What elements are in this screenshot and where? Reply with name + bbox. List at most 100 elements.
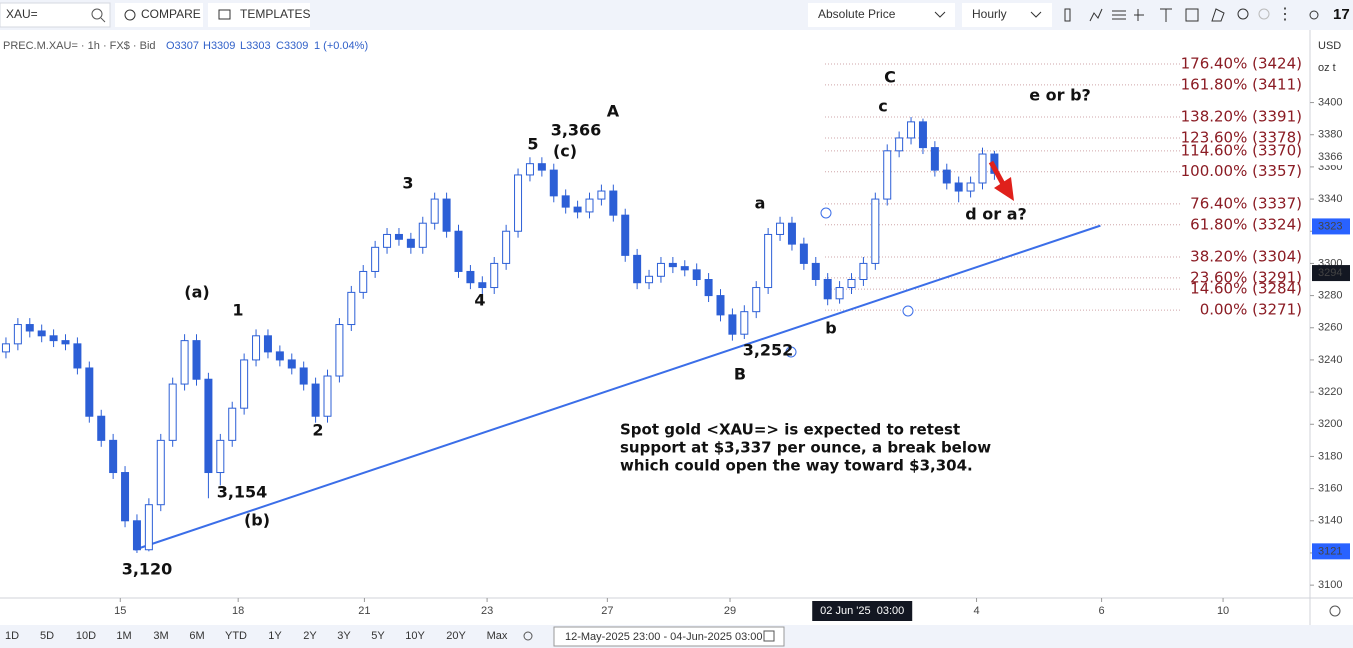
plot-area: 3100312031403160318032003220324032603280… xyxy=(1,54,1350,621)
fib-label: 76.40% (3337) xyxy=(1190,194,1302,212)
candle-body xyxy=(383,233,392,248)
range-button[interactable]: 1D xyxy=(5,630,19,642)
candle-body xyxy=(204,378,213,474)
note-line: Spot gold <XAU=> is expected to retest xyxy=(620,421,960,439)
range-button[interactable]: 3M xyxy=(153,630,168,642)
currency[interactable]: USD xyxy=(1318,40,1341,52)
anchor-handle xyxy=(785,346,797,358)
candle-body xyxy=(216,439,225,474)
range-button[interactable]: 6M xyxy=(189,630,204,642)
candle-body xyxy=(728,314,737,335)
wave-label: 1 xyxy=(232,301,243,320)
note-line: support at $3,337 per ounce, a break bel… xyxy=(620,439,991,457)
compare-button[interactable] xyxy=(115,3,203,27)
tool-icon[interactable] xyxy=(1185,8,1199,22)
range-button[interactable]: 1M xyxy=(116,630,131,642)
range-button[interactable]: 10D xyxy=(76,630,96,642)
wave-label: B xyxy=(734,365,746,384)
price-mode-select[interactable] xyxy=(808,3,955,27)
date-range-box[interactable] xyxy=(553,626,785,647)
candle-body xyxy=(109,439,118,474)
candle-body xyxy=(978,153,987,184)
unit[interactable]: oz t xyxy=(1318,62,1336,74)
tool-icon[interactable] xyxy=(1112,10,1126,20)
range-button[interactable]: 3Y xyxy=(337,630,351,642)
candle-body xyxy=(776,222,785,235)
crosshair-label: 02 Jun '25 03:00 xyxy=(820,605,904,617)
anchor-handle xyxy=(902,305,914,317)
y-tick-label: 3240 xyxy=(1318,354,1342,366)
candle-body xyxy=(966,182,975,192)
tool-icon[interactable] xyxy=(1160,8,1172,22)
candle-body xyxy=(895,137,904,152)
settings-icon[interactable] xyxy=(1309,10,1319,20)
candle-body xyxy=(883,150,892,200)
range-button[interactable]: 20Y xyxy=(446,630,466,642)
candle-body xyxy=(371,246,380,272)
candle-body xyxy=(192,340,201,380)
wave-label: d or a? xyxy=(965,205,1027,224)
wave-label: 3,252 xyxy=(743,341,794,360)
interval-select[interactable] xyxy=(962,3,1052,27)
candle-body xyxy=(252,335,261,361)
range-button[interactable]: 10Y xyxy=(405,630,425,642)
search-icon xyxy=(100,17,106,23)
y-tick-label: 3280 xyxy=(1318,289,1342,301)
candle-body xyxy=(240,359,249,409)
more-icon[interactable]: ⋮ xyxy=(1277,6,1293,23)
wave-label: b xyxy=(825,319,836,338)
price-label-box xyxy=(1312,218,1350,235)
candle-body xyxy=(799,243,808,264)
legend-high: H3309 xyxy=(203,40,235,52)
x-tick-label: 21 xyxy=(358,605,370,617)
legend-open: O3307 xyxy=(166,40,199,52)
tool-icon[interactable] xyxy=(1064,8,1071,22)
axis-settings-icon[interactable] xyxy=(1329,605,1341,617)
tool-icon[interactable] xyxy=(1211,8,1225,22)
candle-body xyxy=(668,262,677,268)
tool-icon[interactable] xyxy=(1134,9,1144,21)
range-button[interactable]: 5Y xyxy=(371,630,385,642)
wave-label: 2 xyxy=(312,421,323,440)
fib-label: 176.40% (3424) xyxy=(1181,54,1302,72)
wave-label: a xyxy=(755,194,766,213)
fib-label: 100.00% (3357) xyxy=(1181,162,1302,180)
interval: Hourly xyxy=(972,7,1007,21)
candle-body xyxy=(97,415,106,441)
range-buttons: 1D 5D 10D 1M 3M 6M YTD 1Y 2Y 3Y 5Y 10Y 20Y Max xyxy=(5,630,508,642)
candle-body xyxy=(347,291,356,326)
range-button[interactable]: YTD xyxy=(225,630,247,642)
candle-body xyxy=(335,324,344,377)
candle-body xyxy=(918,121,927,149)
tool-icons xyxy=(1064,8,1319,22)
fib-label: 114.60% (3370) xyxy=(1181,141,1302,159)
dropdown-arrow xyxy=(934,11,946,18)
range-button[interactable]: 2Y xyxy=(303,630,317,642)
price-label-box xyxy=(1312,265,1350,282)
range-settings-icon[interactable] xyxy=(523,631,533,641)
range-button[interactable]: 5D xyxy=(40,630,54,642)
range-button[interactable]: 1Y xyxy=(268,630,282,642)
tool-icon[interactable] xyxy=(1089,8,1103,22)
fib-label: 161.80% (3411) xyxy=(1181,75,1302,93)
candle-body xyxy=(597,190,606,200)
candle-body xyxy=(1,343,10,353)
x-tick-label: 23 xyxy=(481,605,493,617)
candle-body xyxy=(275,351,284,361)
candle-body xyxy=(85,367,94,417)
candle-body xyxy=(311,383,320,417)
templates-button[interactable] xyxy=(208,3,310,27)
fib-label: 61.80% (3324) xyxy=(1190,215,1302,233)
candle-body xyxy=(37,330,46,337)
candle-body xyxy=(525,163,534,176)
x-tick-label: 10 xyxy=(1217,605,1229,617)
tool-icon[interactable] xyxy=(1258,8,1270,20)
range-button[interactable]: Max xyxy=(487,630,508,642)
wave-label: (c) xyxy=(553,142,577,161)
tool-icon[interactable] xyxy=(1237,8,1249,20)
candle-body xyxy=(359,270,368,293)
symbol: XAU= xyxy=(6,7,38,21)
candle-body xyxy=(716,295,725,316)
candle-body xyxy=(537,163,546,171)
candle-body xyxy=(132,520,141,551)
